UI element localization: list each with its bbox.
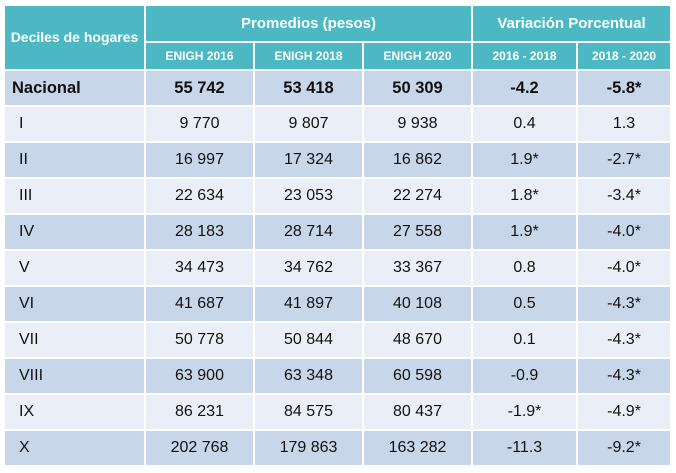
enigh-2018-cell: 23 053 — [253, 177, 364, 215]
table-row: IX 86 231 84 575 80 437 -1.9* -4.9* — [3, 393, 673, 431]
var-2018-2020-cell: 1.3 — [576, 105, 673, 143]
header-row-sub: ENIGH 2016 ENIGH 2018 ENIGH 2020 2016 - … — [4, 41, 673, 71]
decile-label-cell: I — [3, 105, 146, 143]
var-2016-2018-cell: -1.9* — [471, 393, 579, 431]
table-row: X 202 768 179 863 163 282 -11.3 -9.2* — [3, 429, 673, 467]
promedios-header: Promedios (pesos) — [143, 4, 474, 43]
enigh-2018-cell: 9 807 — [253, 105, 364, 143]
enigh-2020-cell: 48 670 — [361, 321, 474, 359]
enigh-2018-cell: 28 714 — [253, 213, 364, 251]
enigh-2016-cell: 16 997 — [144, 141, 255, 179]
table-row: II 16 997 17 324 16 862 1.9* -2.7* — [3, 141, 673, 179]
table-row-nacional: Nacional 55 742 53 418 50 309 -4.2 -5.8* — [3, 69, 673, 107]
income-deciles-table: Deciles de hogares Promedios (pesos) Var… — [3, 4, 673, 467]
table-row: IV 28 183 28 714 27 558 1.9* -4.0* — [3, 213, 673, 251]
col-var-2016-2018: 2016 - 2018 — [471, 41, 579, 71]
decile-label-cell: VI — [3, 285, 146, 323]
var-2016-2018-cell: 0.5 — [471, 285, 579, 323]
enigh-2020-cell: 22 274 — [361, 177, 474, 215]
var-2018-2020-cell: -5.8* — [576, 69, 673, 107]
enigh-2016-cell: 63 900 — [144, 357, 255, 395]
enigh-2018-cell: 179 863 — [253, 429, 364, 467]
enigh-2016-cell: 55 742 — [144, 69, 255, 107]
decile-label-cell: Nacional — [3, 69, 146, 107]
var-2016-2018-cell: -4.2 — [471, 69, 579, 107]
table-body: Nacional 55 742 53 418 50 309 -4.2 -5.8* I 9 77… — [3, 69, 673, 467]
decile-label-cell: V — [3, 249, 146, 287]
table-row: V 34 473 34 762 33 367 0.8 -4.0* — [3, 249, 673, 287]
enigh-2020-cell: 27 558 — [361, 213, 474, 251]
enigh-2020-cell: 33 367 — [361, 249, 474, 287]
decile-label-cell: II — [3, 141, 146, 179]
enigh-2020-cell: 9 938 — [361, 105, 474, 143]
table-row: VII 50 778 50 844 48 670 0.1 -4.3* — [3, 321, 673, 359]
decile-label-cell: III — [3, 177, 146, 215]
enigh-2020-cell: 16 862 — [361, 141, 474, 179]
var-2018-2020-cell: -3.4* — [576, 177, 673, 215]
enigh-2016-cell: 41 687 — [144, 285, 255, 323]
col-enigh-2016: ENIGH 2016 — [144, 41, 255, 71]
var-2016-2018-cell: 1.9* — [471, 141, 579, 179]
var-2018-2020-cell: -2.7* — [576, 141, 673, 179]
header-row-top: Deciles de hogares Promedios (pesos) Var… — [3, 4, 673, 71]
table-row: III 22 634 23 053 22 274 1.8* -3.4* — [3, 177, 673, 215]
decile-label-cell: VIII — [3, 357, 146, 395]
enigh-2016-cell: 28 183 — [144, 213, 255, 251]
var-2016-2018-cell: 0.1 — [471, 321, 579, 359]
var-2016-2018-cell: 0.8 — [471, 249, 579, 287]
var-2018-2020-cell: -9.2* — [576, 429, 673, 467]
table-row: VIII 63 900 63 348 60 598 -0.9 -4.3* — [3, 357, 673, 395]
deciles-header: Deciles de hogares — [3, 4, 146, 71]
enigh-2016-cell: 22 634 — [144, 177, 255, 215]
decile-label-cell: X — [3, 429, 146, 467]
decile-label-cell: IX — [3, 393, 146, 431]
decile-label-cell: IV — [3, 213, 146, 251]
table-row: VI 41 687 41 897 40 108 0.5 -4.3* — [3, 285, 673, 323]
enigh-2020-cell: 60 598 — [361, 357, 474, 395]
var-2018-2020-cell: -4.3* — [576, 285, 673, 323]
enigh-2018-cell: 41 897 — [253, 285, 364, 323]
enigh-2020-cell: 163 282 — [361, 429, 474, 467]
enigh-2020-cell: 50 309 — [361, 69, 474, 107]
var-2018-2020-cell: -4.3* — [576, 321, 673, 359]
var-2018-2020-cell: -4.0* — [576, 249, 673, 287]
var-2016-2018-cell: -0.9 — [471, 357, 579, 395]
variacion-header: Variación Porcentual — [471, 4, 673, 43]
enigh-2018-cell: 53 418 — [253, 69, 364, 107]
var-2018-2020-cell: -4.9* — [576, 393, 673, 431]
enigh-2020-cell: 40 108 — [361, 285, 474, 323]
var-2018-2020-cell: -4.3* — [576, 357, 673, 395]
var-2016-2018-cell: 1.9* — [471, 213, 579, 251]
enigh-2018-cell: 34 762 — [253, 249, 364, 287]
enigh-2020-cell: 80 437 — [361, 393, 474, 431]
var-2018-2020-cell: -4.0* — [576, 213, 673, 251]
enigh-2016-cell: 9 770 — [144, 105, 255, 143]
enigh-2016-cell: 50 778 — [144, 321, 255, 359]
enigh-2016-cell: 86 231 — [144, 393, 255, 431]
var-2016-2018-cell: -11.3 — [471, 429, 579, 467]
enigh-2016-cell: 202 768 — [144, 429, 255, 467]
enigh-2018-cell: 84 575 — [253, 393, 364, 431]
var-2016-2018-cell: 0.4 — [471, 105, 579, 143]
var-2016-2018-cell: 1.8* — [471, 177, 579, 215]
col-enigh-2018: ENIGH 2018 — [253, 41, 364, 71]
col-enigh-2020: ENIGH 2020 — [361, 41, 474, 71]
enigh-2016-cell: 34 473 — [144, 249, 255, 287]
col-var-2018-2020: 2018 - 2020 — [576, 41, 673, 71]
enigh-2018-cell: 50 844 — [253, 321, 364, 359]
enigh-2018-cell: 63 348 — [253, 357, 364, 395]
decile-label-cell: VII — [3, 321, 146, 359]
enigh-2018-cell: 17 324 — [253, 141, 364, 179]
